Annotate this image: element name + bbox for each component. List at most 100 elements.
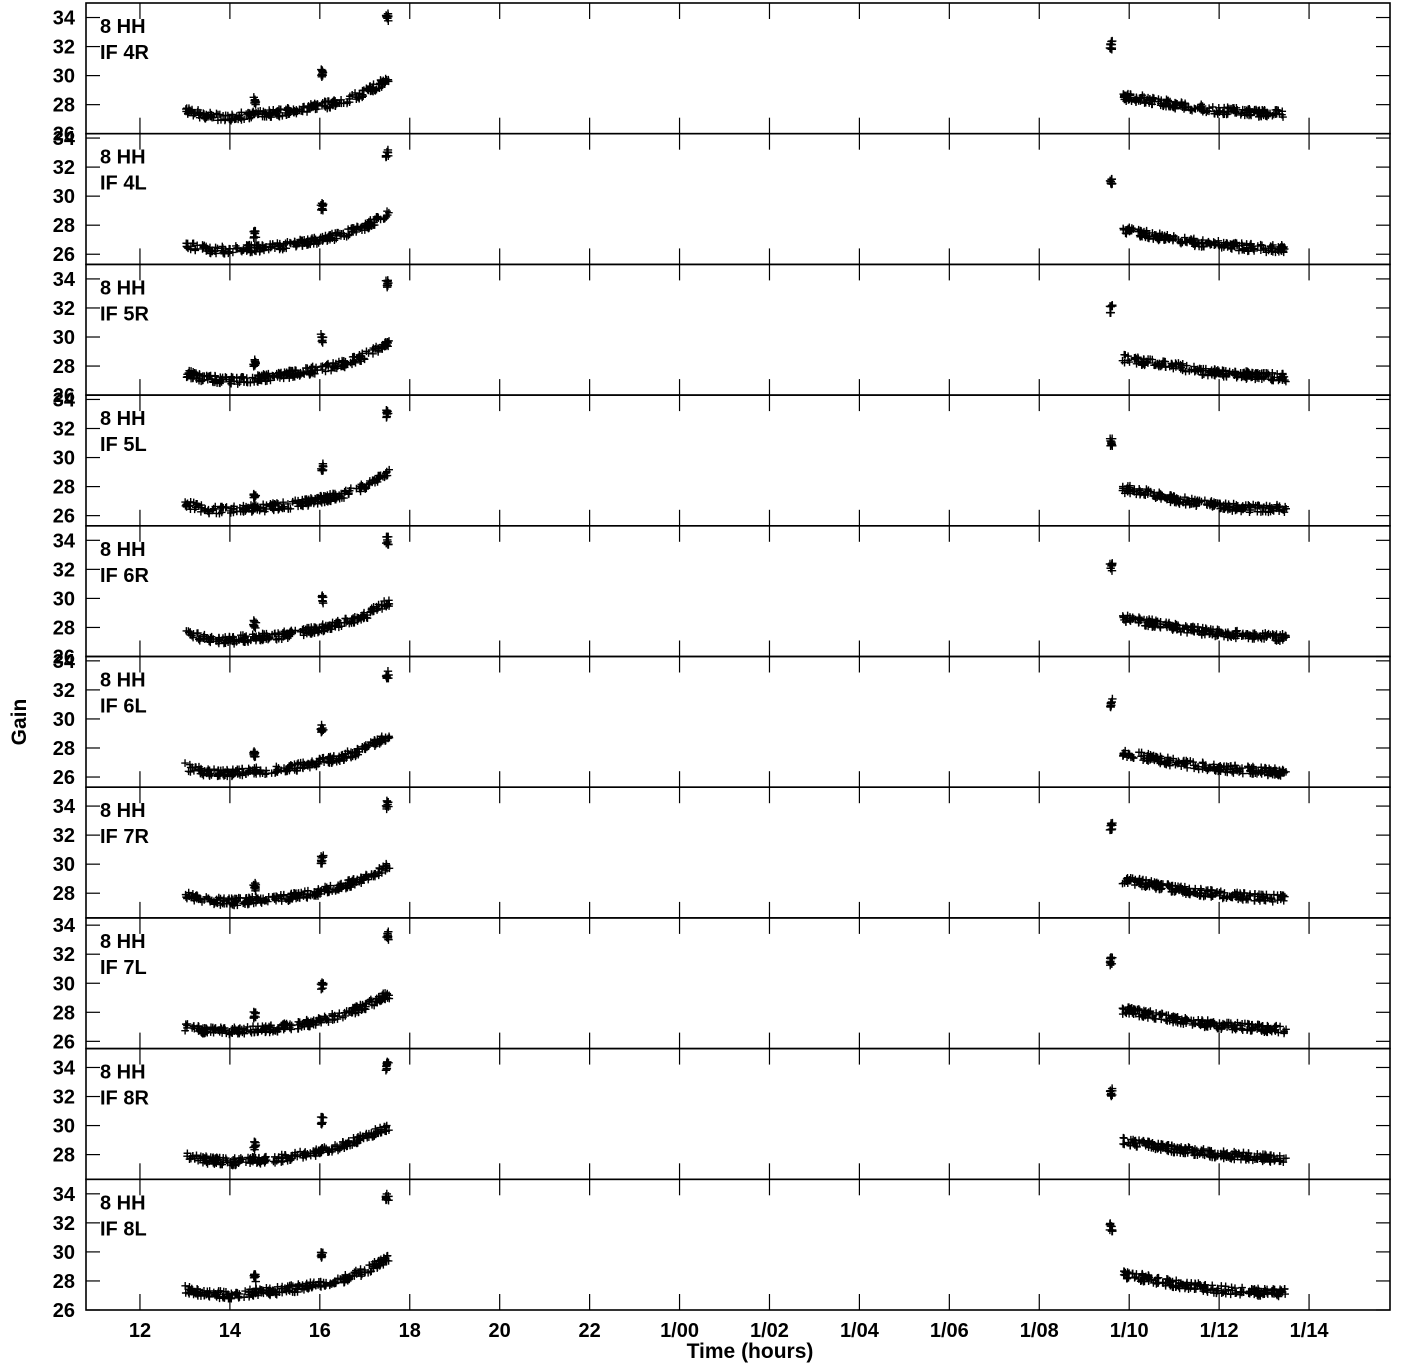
outlier-point: [319, 1113, 328, 1122]
data-point: [1279, 248, 1288, 257]
outlier-point: [1105, 825, 1115, 835]
data-point: [271, 244, 279, 253]
panel-label: IF 4L: [100, 173, 147, 195]
y-tick-label: 30: [53, 448, 75, 470]
data-point: [242, 1158, 250, 1166]
data-point: [209, 1155, 217, 1164]
data-point: [246, 1154, 254, 1163]
data-point: [1261, 245, 1270, 253]
data-point: [1226, 240, 1235, 248]
outlier-point: [251, 358, 260, 367]
data-point: [362, 741, 370, 749]
data-point: [373, 606, 381, 614]
data-point: [196, 769, 205, 778]
data-point: [304, 886, 312, 895]
data-point: [242, 1026, 251, 1034]
data-point: [1268, 369, 1277, 377]
outlier-point: [1107, 561, 1116, 571]
outlier-point: [251, 226, 260, 236]
data-point: [1193, 1151, 1202, 1160]
outlier-point: [1107, 959, 1117, 969]
data-point: [309, 369, 317, 378]
panel-label: 8 HH: [100, 539, 146, 561]
data-point: [1145, 234, 1153, 243]
data-point: [202, 1024, 211, 1032]
data-point: [349, 228, 357, 236]
data-point: [1273, 896, 1282, 904]
outlier-point: [318, 597, 327, 606]
data-point: [382, 75, 391, 84]
data-point: [1200, 1151, 1209, 1160]
data-point: [254, 895, 263, 904]
y-tick-label: 26: [53, 385, 75, 407]
data-point: [186, 498, 195, 506]
data-point: [1205, 368, 1214, 376]
data-point: [385, 596, 393, 605]
data-point: [317, 626, 326, 635]
data-point: [359, 614, 368, 623]
data-point: [1130, 754, 1138, 762]
data-point: [264, 111, 273, 119]
data-point: [252, 770, 260, 778]
panel-label: IF 7R: [100, 826, 149, 848]
data-point: [1282, 1154, 1290, 1162]
data-point: [346, 358, 355, 367]
data-point: [1213, 887, 1221, 896]
data-point: [1249, 762, 1257, 771]
data-point: [1139, 1136, 1148, 1145]
data-point: [1172, 1017, 1180, 1026]
panel-label: 8 HH: [100, 1192, 146, 1214]
data-point: [239, 634, 248, 643]
y-tick-label: 30: [53, 973, 75, 995]
data-point: [1138, 358, 1146, 367]
data-point: [1248, 243, 1256, 251]
data-point: [1240, 889, 1249, 897]
data-point: [1172, 1145, 1180, 1154]
data-point: [1189, 761, 1198, 770]
data-point: [1127, 97, 1136, 105]
data-point: [1127, 1007, 1136, 1015]
data-point: [271, 1158, 279, 1167]
y-tick-label: 28: [53, 95, 75, 117]
data-point: [385, 465, 393, 474]
data-point: [257, 635, 266, 643]
data-point: [347, 753, 355, 762]
data-point: [1151, 494, 1160, 502]
data-point: [321, 98, 330, 106]
data-point: [1266, 242, 1275, 251]
data-point: [267, 1021, 275, 1030]
outlier-point: [1105, 434, 1115, 443]
y-tick-label: 30: [53, 588, 75, 610]
data-point: [361, 222, 369, 230]
panel-label: 8 HH: [100, 408, 146, 430]
data-point: [219, 1156, 228, 1164]
y-tick-label: 26: [53, 1031, 75, 1053]
data-point: [1250, 897, 1259, 905]
data-point: [266, 240, 274, 248]
data-point: [296, 236, 305, 245]
data-point: [1167, 887, 1176, 896]
data-point: [1240, 246, 1248, 254]
outlier-point: [383, 409, 393, 418]
data-point: [1162, 96, 1171, 105]
data-point: [1197, 1020, 1206, 1029]
data-point: [1206, 501, 1214, 510]
data-point: [1223, 765, 1232, 773]
data-point: [1157, 1015, 1166, 1024]
data-point: [288, 366, 297, 375]
data-point: [350, 619, 359, 627]
data-point: [1254, 242, 1262, 250]
data-point: [192, 369, 200, 377]
data-point: [186, 892, 194, 901]
data-point: [379, 340, 387, 349]
data-point: [273, 499, 281, 507]
y-tick-label: 32: [53, 37, 75, 59]
data-point: [255, 1158, 264, 1167]
data-point: [355, 354, 364, 362]
y-tick-label: 30: [53, 186, 75, 208]
data-point: [1184, 497, 1192, 506]
